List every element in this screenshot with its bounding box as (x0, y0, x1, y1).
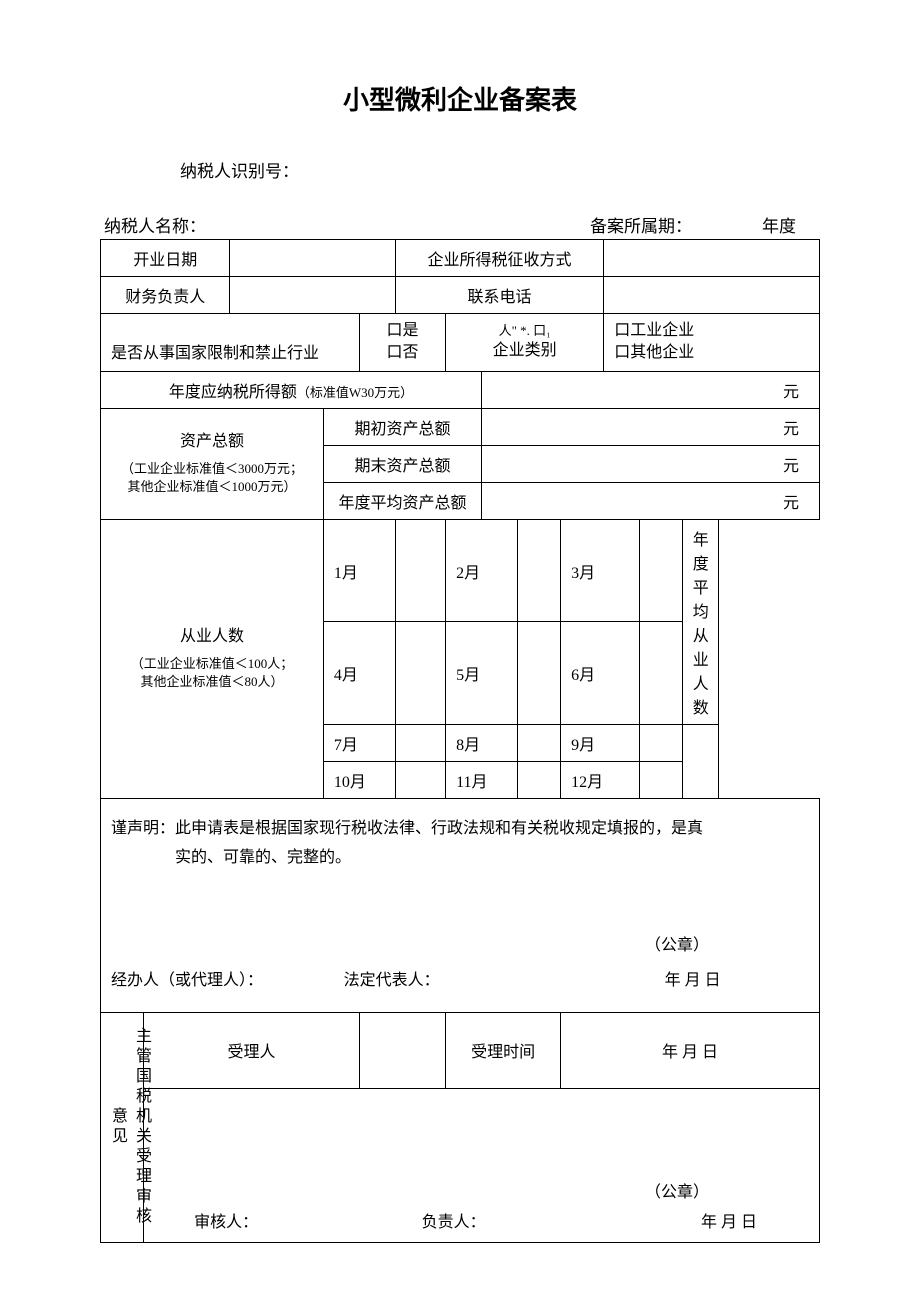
m2-label: 2月 (446, 519, 518, 622)
declaration-cell: 谨声明： 此申请表是根据国家现行税收法律、行政法规和有关税收规定填报的，是真 实… (101, 798, 820, 1012)
row-authority-body: （公章） 审核人： 负责人： 年 月 日 (101, 1088, 820, 1242)
chief-label: 负责人： (422, 1208, 649, 1232)
acceptor-value[interactable] (359, 1012, 445, 1088)
m7-value[interactable] (395, 724, 445, 761)
assets-end-label: 期末资产总额 (323, 445, 481, 482)
m10-label: 10月 (323, 761, 395, 798)
m4-value[interactable] (395, 622, 445, 725)
option-yes[interactable]: 口是 (364, 320, 441, 342)
declaration-line2: 实的、可靠的、完整的。 (175, 849, 351, 866)
declaration-seal: （公章） (111, 932, 809, 961)
m10-value[interactable] (395, 761, 445, 798)
finance-head-value[interactable] (230, 277, 395, 314)
assets-std2: 其他企业标准值＜1000万元） (105, 478, 319, 496)
declaration-date: 年 月 日 (576, 967, 809, 996)
option-no[interactable]: 口否 (364, 342, 441, 364)
annual-income-label: 年度应纳税所得额（标准值W30万元） (101, 371, 482, 408)
m8-label: 8月 (446, 724, 518, 761)
assets-avg-label: 年度平均资产总额 (323, 482, 481, 519)
acceptor-label: 受理人 (144, 1012, 360, 1088)
m2-value[interactable] (517, 519, 560, 622)
phone-value[interactable] (604, 277, 820, 314)
category-options[interactable]: 口工业企业 口其他企业 (604, 314, 820, 372)
option-industrial[interactable]: 口工业企业 (614, 320, 815, 342)
authority-section-label: 主管国税机关受理审核意见 (101, 1012, 144, 1242)
m12-value[interactable] (640, 761, 683, 798)
m4-label: 4月 (323, 622, 395, 725)
legal-rep-label: 法定代表人： (344, 967, 577, 996)
accept-time-value[interactable]: 年 月 日 (561, 1012, 820, 1088)
annual-income-std: （标准值W30万元） (297, 385, 413, 400)
assets-end-value[interactable]: 元 (482, 445, 820, 482)
handler-label: 经办人（或代理人）： (111, 967, 344, 996)
m1-label: 1月 (323, 519, 395, 622)
avg-employees-label: 年度平均 从业人数 (683, 519, 719, 724)
m9-value[interactable] (640, 724, 683, 761)
document-title: 小型微利企业备案表 (100, 80, 820, 117)
m12-label: 12月 (561, 761, 640, 798)
finance-head-label: 财务负责人 (101, 277, 230, 314)
assets-begin-label: 期初资产总额 (323, 408, 481, 445)
assets-avg-value[interactable]: 元 (482, 482, 820, 519)
row-finance: 财务负责人 联系电话 (101, 277, 820, 314)
reviewer-label: 审核人： (154, 1208, 421, 1232)
accept-time-label: 受理时间 (446, 1012, 561, 1088)
taxpayer-name-label: 纳税人名称： (104, 212, 206, 237)
row-emp-q1: 从业人数 （工业企业标准值＜100人； 其他企业标准值＜80人） 1月 2月 3… (101, 519, 820, 622)
authority-section-text: 主管国税机关受理审核意见 (105, 1019, 153, 1236)
employees-std1: （工业企业标准值＜100人； (105, 655, 319, 673)
m9-label: 9月 (561, 724, 640, 761)
category-label: 企业类别 (450, 340, 599, 362)
assets-begin-value[interactable]: 元 (482, 408, 820, 445)
restricted-label: 是否从事国家限制和禁止行业 (101, 314, 360, 372)
row-open-date: 开业日期 企业所得税征收方式 (101, 240, 820, 277)
open-date-value[interactable] (230, 240, 395, 277)
row-restricted: 是否从事国家限制和禁止行业 口是 口否 人" *. 口₁ 企业类别 口工业企业 … (101, 314, 820, 372)
m7-label: 7月 (323, 724, 395, 761)
row-declaration: 谨声明： 此申请表是根据国家现行税收法律、行政法规和有关税收规定填报的，是真 实… (101, 798, 820, 1012)
authority-date: 年 月 日 (649, 1208, 809, 1232)
assets-label: 资产总额 (105, 431, 319, 453)
tax-method-label: 企业所得税征收方式 (395, 240, 603, 277)
m1-value[interactable] (395, 519, 445, 622)
employees-label-cell: 从业人数 （工业企业标准值＜100人； 其他企业标准值＜80人） (101, 519, 324, 798)
authority-body: （公章） 审核人： 负责人： 年 月 日 (144, 1088, 820, 1242)
employees-label: 从业人数 (105, 626, 319, 648)
annual-income-value[interactable]: 元 (482, 371, 820, 408)
authority-seal: （公章） (154, 1178, 809, 1202)
category-hint: 人" *. 口₁ (450, 322, 599, 340)
avg-employees-value[interactable] (683, 724, 719, 798)
taxpayer-id-label: 纳税人识别号： (180, 157, 820, 182)
declaration-line1: 此申请表是根据国家现行税收法律、行政法规和有关税收规定填报的，是真 (175, 820, 703, 837)
row-acceptor: 主管国税机关受理审核意见 受理人 受理时间 年 月 日 (101, 1012, 820, 1088)
restricted-options[interactable]: 口是 口否 (359, 314, 445, 372)
m11-label: 11月 (446, 761, 518, 798)
employees-std2: 其他企业标准值＜80人） (105, 673, 319, 691)
m5-value[interactable] (517, 622, 560, 725)
m6-label: 6月 (561, 622, 640, 725)
row-assets-begin: 资产总额 （工业企业标准值＜3000万元； 其他企业标准值＜1000万元） 期初… (101, 408, 820, 445)
open-date-label: 开业日期 (101, 240, 230, 277)
annual-income-text: 年度应纳税所得额 (169, 384, 297, 401)
main-form-table: 开业日期 企业所得税征收方式 财务负责人 联系电话 是否从事国家限制和禁止行业 … (100, 239, 820, 1243)
period-suffix: 年度 (762, 212, 796, 237)
header-row: 纳税人名称： 备案所属期： 年度 (100, 212, 820, 237)
assets-std1: （工业企业标准值＜3000万元； (105, 460, 319, 478)
m3-label: 3月 (561, 519, 640, 622)
phone-label: 联系电话 (395, 277, 603, 314)
m3-value[interactable] (640, 519, 683, 622)
m5-label: 5月 (446, 622, 518, 725)
m6-value[interactable] (640, 622, 683, 725)
option-other[interactable]: 口其他企业 (614, 342, 815, 364)
m11-value[interactable] (517, 761, 560, 798)
row-annual-income: 年度应纳税所得额（标准值W30万元） 元 (101, 371, 820, 408)
assets-label-cell: 资产总额 （工业企业标准值＜3000万元； 其他企业标准值＜1000万元） (101, 408, 324, 519)
category-label-cell: 人" *. 口₁ 企业类别 (446, 314, 604, 372)
m8-value[interactable] (517, 724, 560, 761)
tax-method-value[interactable] (604, 240, 820, 277)
filing-period-label: 备案所属期： (590, 212, 692, 237)
declaration-prefix: 谨声明： (111, 815, 175, 873)
